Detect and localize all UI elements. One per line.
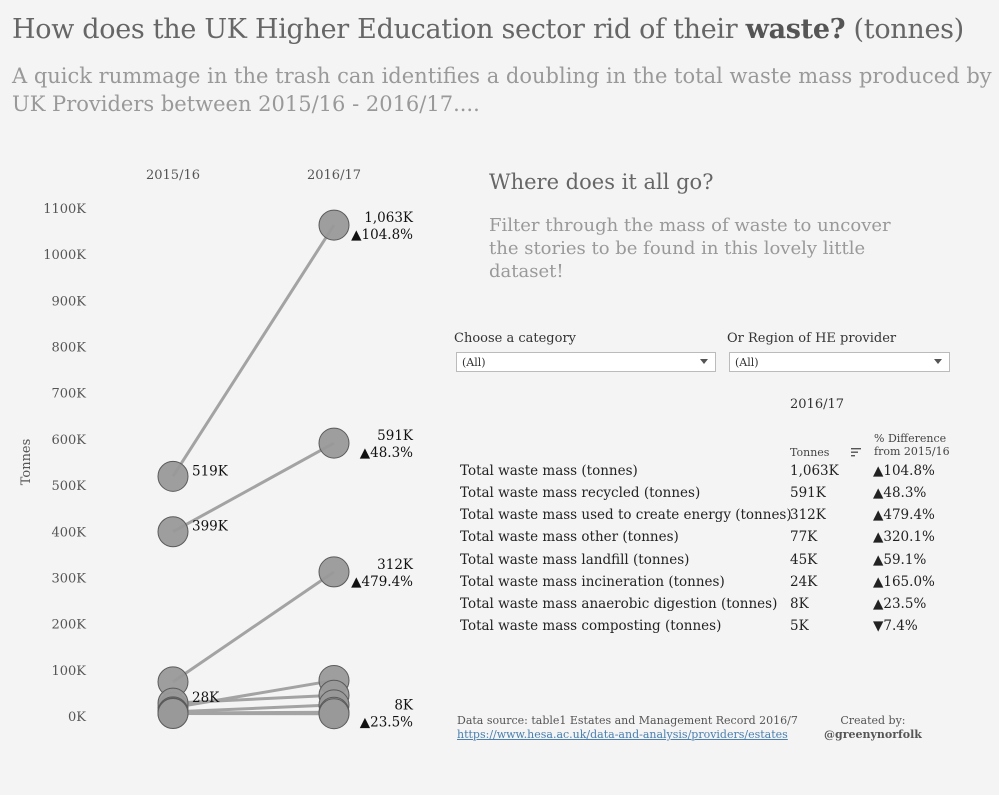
row-name: Total waste mass used to create energy (…: [460, 507, 792, 523]
row-tonnes: 45K: [790, 552, 818, 568]
title-prefix: How does the UK Higher Education sector …: [12, 14, 746, 45]
row-name: Total waste mass other (tonnes): [460, 529, 679, 545]
chevron-down-icon: [700, 359, 708, 364]
series-line: [172, 570, 335, 684]
page-subtitle: A quick rummage in the trash can identif…: [12, 64, 992, 116]
series-line: [172, 703, 335, 714]
credit-handle: @greenynorfolk: [824, 728, 922, 741]
y-tick-label: 400K: [51, 525, 86, 540]
data-label: 8K: [394, 697, 414, 713]
credit-label: Created by:: [840, 714, 906, 727]
y-tick-label: 1000K: [43, 248, 86, 263]
pct-change-label: ▲23.5%: [360, 714, 413, 730]
data-label: 28K: [192, 690, 220, 706]
series-line: [172, 693, 335, 705]
data-source-label: Data source: table1 Estates and Manageme…: [457, 714, 798, 727]
data-label: 312K: [377, 557, 414, 573]
row-pct: ▲320.1%: [873, 529, 935, 545]
y-tick-label: 200K: [51, 618, 86, 633]
data-point: [157, 698, 189, 730]
title-suffix: (tonnes): [845, 14, 965, 45]
row-pct: ▲59.1%: [873, 552, 927, 568]
y-tick-label: 700K: [51, 387, 86, 402]
y-axis-label: Tonnes: [19, 439, 34, 486]
table-year-header: 2016/17: [790, 397, 845, 412]
panel-description: Filter through the mass of waste to unco…: [489, 215, 891, 282]
row-pct: ▲104.8%: [873, 463, 935, 479]
row-tonnes: 24K: [790, 574, 818, 590]
y-tick-label: 0K: [68, 710, 86, 725]
pct-change-label: ▲48.3%: [360, 445, 413, 461]
row-tonnes: 591K: [790, 485, 826, 501]
row-name: Total waste mass incineration (tonnes): [460, 574, 725, 590]
series-line: [171, 224, 336, 478]
data-point: [318, 209, 350, 241]
category-dropdown[interactable]: (All): [456, 352, 716, 372]
region-filter-label: Or Region of HE provider: [727, 331, 897, 346]
data-point: [318, 698, 350, 730]
row-tonnes: 77K: [790, 529, 818, 545]
row-pct: ▲165.0%: [873, 574, 935, 590]
row-name: Total waste mass recycled (tonnes): [460, 485, 701, 501]
data-source: Data source: table1 Estates and Manageme…: [457, 714, 798, 742]
column-header-pct-line2: from 2015/16: [874, 445, 950, 458]
column-header-pct-line1: % Difference: [874, 432, 947, 445]
x-tick-label: 2016/17: [307, 168, 361, 183]
row-pct: ▲23.5%: [873, 596, 927, 612]
row-name: Total waste mass composting (tonnes): [460, 618, 722, 634]
y-tick-label: 1100K: [43, 202, 86, 217]
y-tick-label: 900K: [51, 294, 86, 309]
data-point: [157, 460, 189, 492]
data-point: [318, 427, 350, 459]
row-tonnes: 5K: [790, 618, 809, 634]
row-tonnes: 8K: [790, 596, 809, 612]
chevron-down-icon: [934, 359, 942, 364]
pct-change-label: ▲104.8%: [351, 227, 413, 243]
data-source-link[interactable]: https://www.hesa.ac.uk/data-and-analysis…: [457, 728, 788, 741]
pct-change-label: ▲479.4%: [351, 574, 413, 590]
series-line: [172, 441, 335, 534]
column-header-tonnes: Tonnes: [790, 446, 830, 459]
y-tick-label: 100K: [51, 664, 86, 679]
panel-title: Where does it all go?: [489, 170, 714, 194]
sort-icon[interactable]: [851, 448, 861, 457]
column-header-pct-diff: % Difference from 2015/16: [874, 432, 950, 458]
row-pct: ▲479.4%: [873, 507, 935, 523]
x-tick-label: 2015/16: [146, 168, 200, 183]
y-tick-label: 500K: [51, 479, 86, 494]
category-filter-label: Choose a category: [454, 331, 577, 346]
page-title: How does the UK Higher Education sector …: [12, 14, 964, 45]
region-dropdown[interactable]: (All): [729, 352, 950, 372]
y-tick-label: 300K: [51, 571, 86, 586]
row-pct: ▼7.4%: [873, 618, 918, 634]
data-label: 1,063K: [364, 210, 414, 226]
y-tick-label: 600K: [51, 433, 86, 448]
data-point: [157, 516, 189, 548]
row-tonnes: 1,063K: [790, 463, 839, 479]
category-dropdown-value: (All): [462, 356, 486, 369]
data-label: 591K: [377, 428, 414, 444]
row-name: Total waste mass anaerobic digestion (to…: [460, 596, 778, 612]
data-label: 519K: [192, 463, 229, 479]
data-point: [318, 556, 350, 588]
slope-chart: 0K 100K 200K 300K 400K 500K 600K 700K 800K 900K 10…: [19, 168, 414, 730]
data-label: 399K: [192, 519, 229, 535]
row-pct: ▲48.3%: [873, 485, 927, 501]
credit: Created by: @greenynorfolk: [824, 714, 922, 742]
title-emphasis: waste?: [745, 14, 846, 45]
row-name: Total waste mass landfill (tonnes): [460, 552, 690, 568]
y-tick-label: 800K: [51, 341, 86, 356]
row-name: Total waste mass (tonnes): [460, 463, 638, 479]
row-tonnes: 312K: [790, 507, 826, 523]
region-dropdown-value: (All): [735, 356, 759, 369]
